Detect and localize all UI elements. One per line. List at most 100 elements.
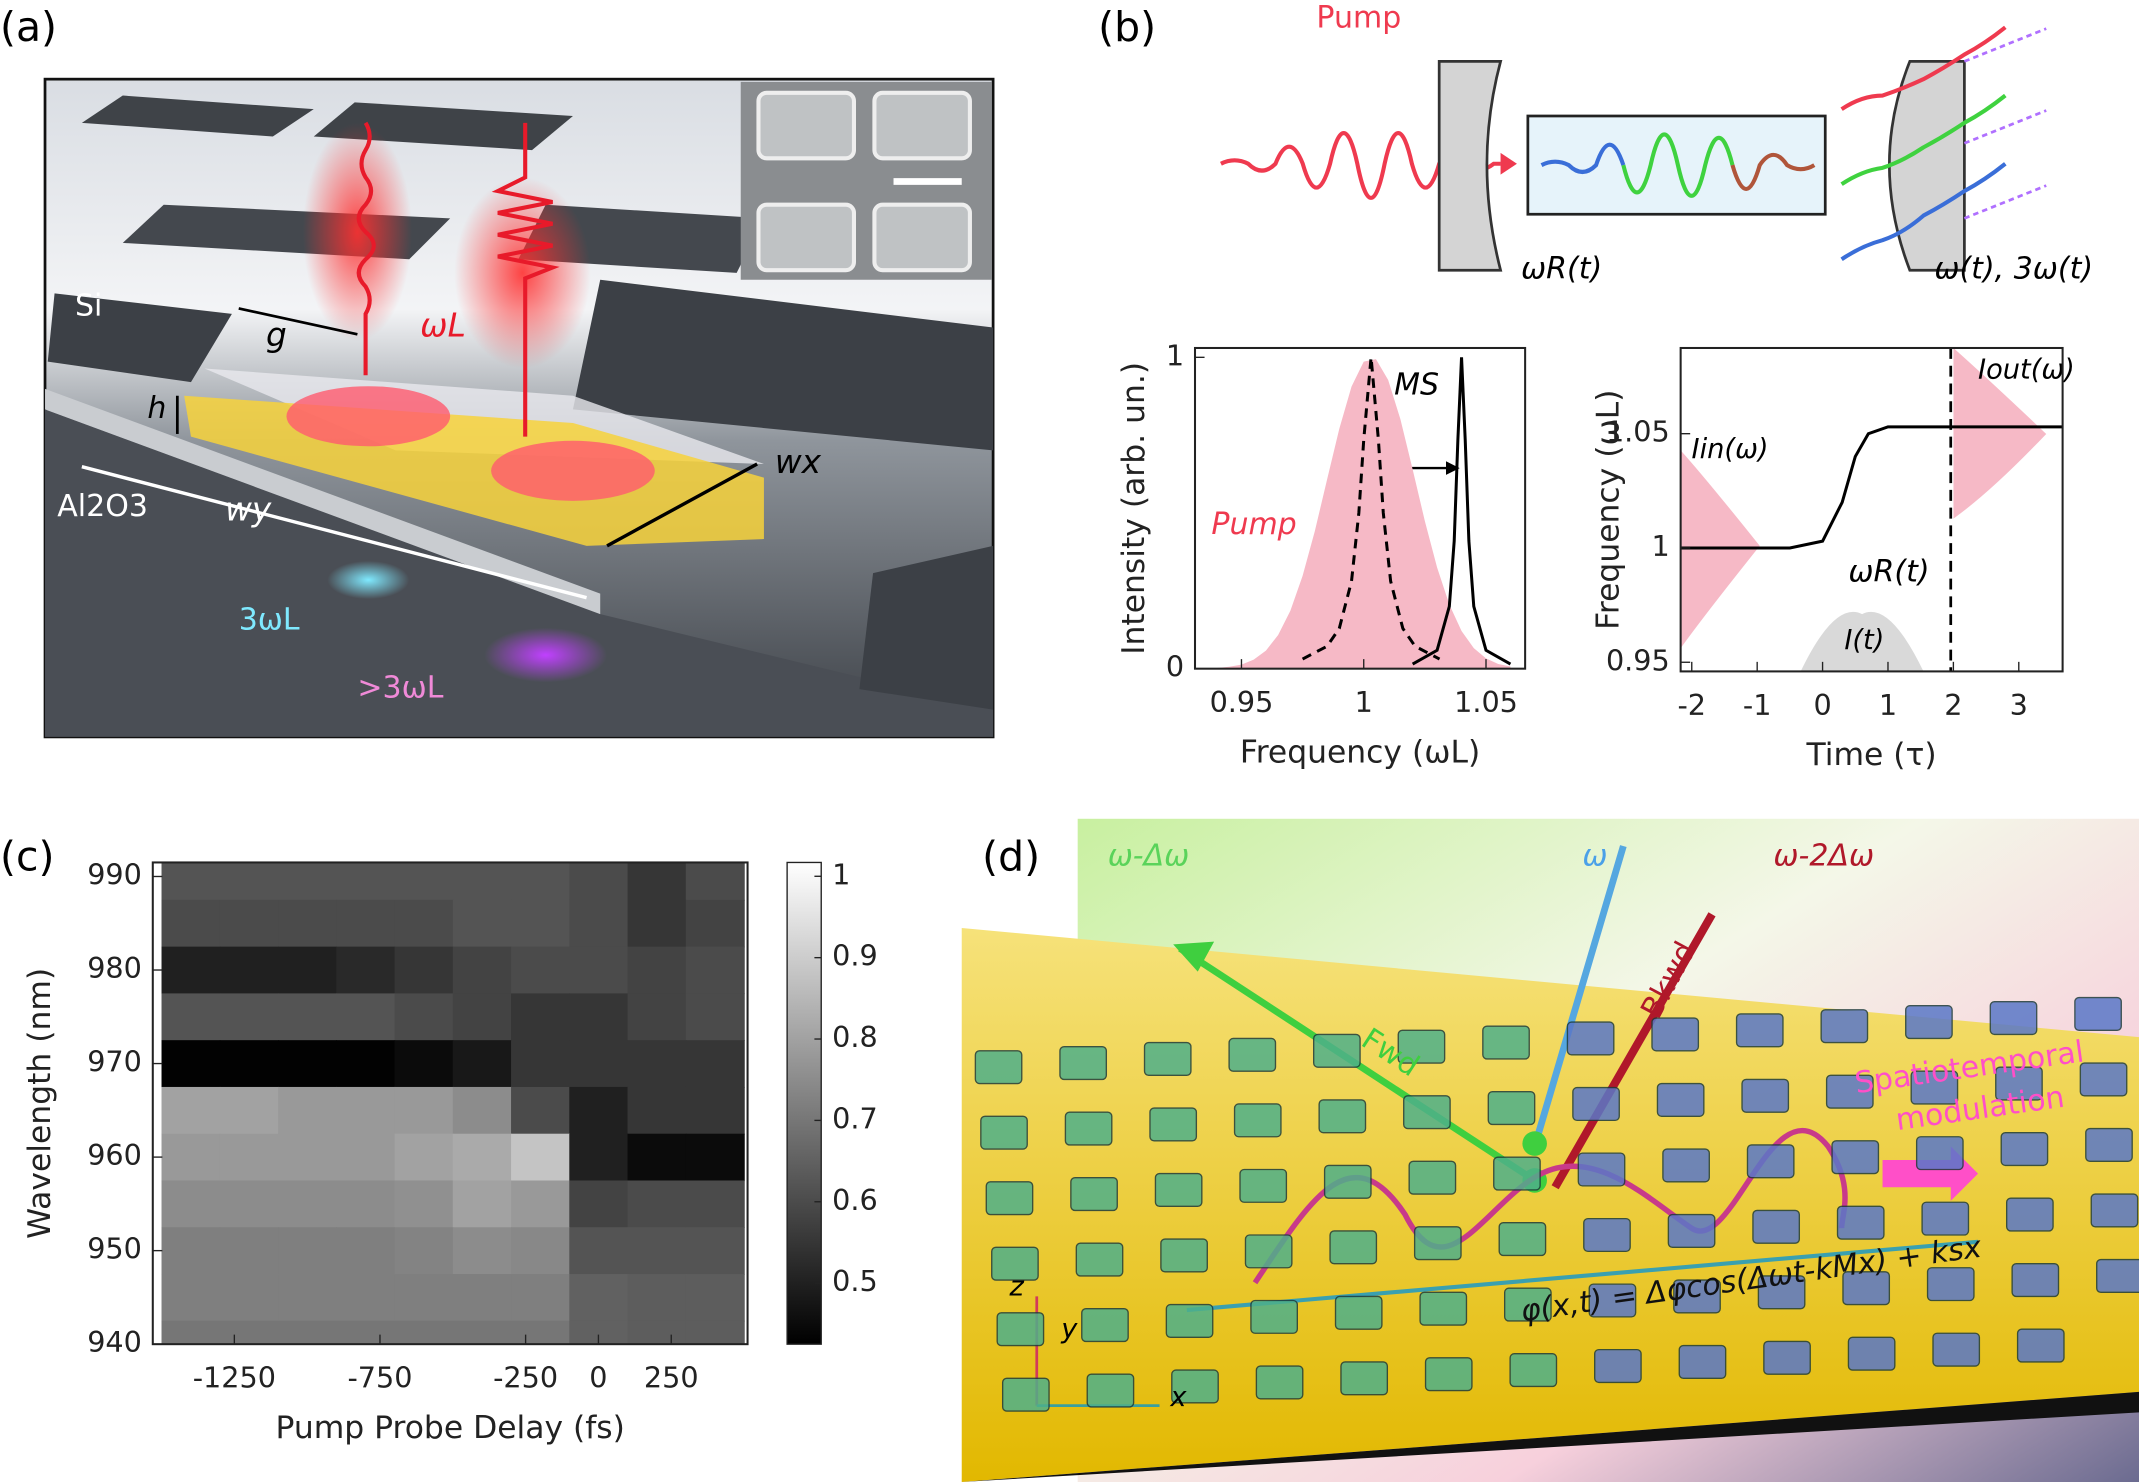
meta-atom	[1746, 1144, 1795, 1179]
heatmap-cell	[394, 1086, 454, 1135]
meta-atom	[1413, 1226, 1462, 1261]
heatmap-cell	[394, 946, 454, 995]
meta-atom	[1577, 1152, 1626, 1187]
heatmap-cell	[219, 1180, 279, 1228]
meta-atom	[1313, 1033, 1361, 1068]
heatmap-cell	[219, 862, 279, 901]
heatmap-cell	[336, 1040, 396, 1088]
line	[1680, 425, 2063, 550]
meta-atom	[1149, 1107, 1198, 1142]
y-tick-label: 0.95	[1606, 643, 1670, 677]
meta-atom	[1143, 1041, 1192, 1077]
meta-atom	[1915, 1136, 1964, 1171]
heatmap-cell	[161, 862, 221, 901]
meta-atom	[1498, 1222, 1547, 1257]
heatmap-cell	[569, 1040, 629, 1088]
meta-atom	[1086, 1373, 1135, 1408]
heatmap-cell	[569, 1133, 629, 1182]
heatmap-cell	[627, 1086, 687, 1135]
colorbar-tick-label: 0.5	[832, 1264, 878, 1298]
label: h	[147, 391, 166, 426]
meta-atom	[1825, 1074, 1874, 1109]
heatmap-cell	[452, 1040, 512, 1088]
heatmap-cell	[161, 1274, 221, 1322]
heatmap-cell	[569, 1086, 629, 1135]
panel-label: (d)	[982, 833, 1040, 881]
meta-atom	[2074, 996, 2122, 1031]
meta-atom	[1651, 1017, 1700, 1052]
meta-atom	[1244, 1234, 1293, 1269]
heatmap-cell	[569, 1320, 629, 1345]
heatmap-cell	[161, 1086, 221, 1135]
annotation: Iin(ω)	[1692, 434, 1769, 465]
meta-atom	[2005, 1197, 2054, 1232]
heatmap-cell	[278, 1227, 337, 1275]
heatmap-cell	[685, 993, 745, 1041]
heatmap-cell	[511, 1040, 570, 1088]
label: y	[1060, 1314, 1078, 1345]
y-tick-label: 960	[87, 1138, 142, 1172]
heatmap-cell	[278, 1180, 337, 1228]
heatmap-cell	[219, 1227, 279, 1275]
meta-atom	[1403, 1095, 1451, 1130]
x-tick-label: 2	[1944, 688, 1962, 722]
heatmap-cell	[336, 1133, 396, 1182]
heatmap-cell	[452, 1227, 512, 1275]
heatmap-cell	[511, 993, 570, 1041]
annotation: Iout(ω)	[1978, 355, 2075, 386]
y-tick-label: 1	[1651, 529, 1669, 563]
meta-atom	[1594, 1348, 1642, 1384]
heatmap-cell	[511, 1180, 570, 1228]
label: ω-Δω	[1108, 838, 1190, 873]
meta-atom	[2079, 1062, 2128, 1097]
meta-atom	[1482, 1025, 1530, 1060]
heatmap-cell	[394, 862, 454, 901]
heatmap-cell	[161, 1227, 221, 1275]
heatmap-cell	[511, 1133, 570, 1182]
heatmap-cell	[161, 946, 221, 995]
heatmap-cell	[278, 993, 337, 1041]
heatmap-cell	[452, 1133, 512, 1182]
meta-atom	[1228, 1037, 1277, 1072]
meta-atom	[996, 1312, 1045, 1347]
x-tick-label: -1	[1743, 688, 1772, 722]
heatmap-cell	[336, 899, 396, 948]
meta-atom	[1334, 1295, 1383, 1330]
colorbar-tick-label: 0.6	[832, 1183, 878, 1217]
meta-atom	[1509, 1353, 1558, 1388]
meta-atom	[1154, 1172, 1203, 1208]
meta-atom	[1239, 1168, 1288, 1203]
meta-atom	[1397, 1029, 1446, 1064]
heatmap-cell	[336, 1227, 396, 1275]
meta-atom	[1572, 1086, 1620, 1122]
heatmap-cell	[394, 1320, 454, 1345]
heatmap-cell	[278, 1040, 337, 1088]
y-axis-label: Intensity (arb. un.)	[1116, 362, 1152, 655]
meta-atom	[1905, 1005, 1953, 1040]
y-tick-label: 950	[87, 1232, 142, 1266]
heatmap-cell	[627, 862, 687, 901]
heatmap-cell	[569, 1274, 629, 1322]
heatmap-cell	[685, 1274, 745, 1322]
label: wy	[225, 491, 272, 529]
heatmap-cell	[336, 946, 396, 995]
heatmap-cell	[627, 1180, 687, 1228]
heatmap-cell	[511, 1227, 570, 1275]
label: ω	[1582, 838, 1607, 873]
heatmap-cell	[569, 1227, 629, 1275]
heatmap-cell	[452, 946, 512, 995]
heatmap-cell	[452, 899, 512, 948]
heatmap-cell	[394, 1227, 454, 1275]
heatmap-cell	[394, 1133, 454, 1182]
series-label: Pump	[1211, 507, 1296, 542]
line	[1301, 357, 1441, 661]
y-tick-label: 1	[1166, 338, 1184, 372]
heatmap-cell	[278, 946, 337, 995]
meta-atom	[1165, 1303, 1214, 1339]
meta-atom	[1910, 1070, 1959, 1105]
meta-atom	[1059, 1045, 1108, 1081]
meta-atom	[1667, 1213, 1716, 1248]
heatmap-cell	[219, 1040, 279, 1088]
meta-atom	[1842, 1271, 1891, 1306]
